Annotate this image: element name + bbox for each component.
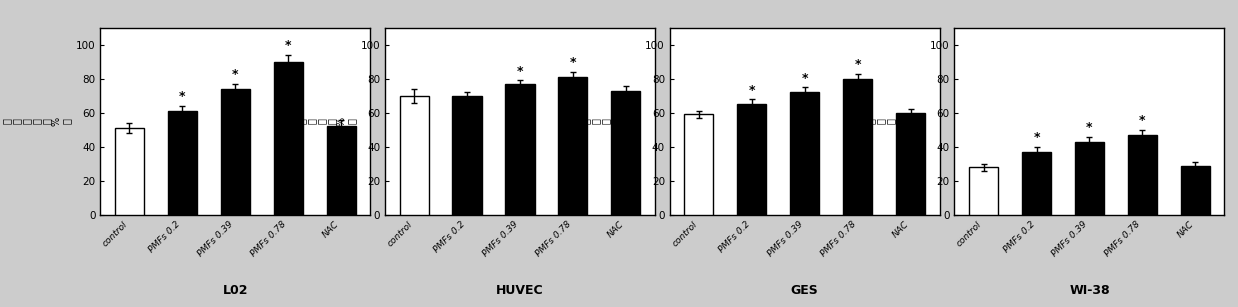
Text: *: * [516, 65, 524, 78]
Text: *: * [1034, 131, 1040, 144]
Text: *: * [232, 68, 239, 81]
Bar [220, 89, 250, 215]
Bar [558, 77, 588, 215]
Bar [505, 84, 535, 215]
Text: *: * [1086, 121, 1093, 134]
Text: *: * [749, 84, 755, 97]
Bar [1075, 142, 1104, 215]
Bar [790, 92, 820, 215]
Bar [843, 79, 873, 215]
Text: *: * [569, 56, 576, 69]
Text: *: * [801, 72, 808, 85]
X-axis label: HUVEC: HUVEC [496, 284, 543, 297]
Bar [1128, 135, 1158, 215]
Bar [453, 96, 482, 215]
Bar [400, 96, 428, 215]
Text: *: * [854, 58, 860, 71]
X-axis label: GES: GES [791, 284, 818, 297]
Text: *: * [1139, 114, 1145, 127]
Y-axis label: 细
胞
活
性
（
%
）: 细 胞 活 性 （ % ） [855, 117, 926, 126]
X-axis label: L02: L02 [223, 284, 248, 297]
Bar [1023, 152, 1051, 215]
Y-axis label: 细
胞
活
性
（
%
）: 细 胞 活 性 （ % ） [571, 117, 641, 126]
Bar [612, 91, 640, 215]
Y-axis label: 细
胞
活
性
（
%
）: 细 胞 活 性 （ % ） [286, 117, 357, 126]
Bar [685, 115, 713, 215]
Bar [168, 111, 197, 215]
X-axis label: WI-38: WI-38 [1070, 284, 1109, 297]
Bar [738, 104, 766, 215]
Bar [1181, 165, 1210, 215]
Bar [969, 167, 998, 215]
Bar [327, 126, 355, 215]
Bar [115, 128, 144, 215]
Text: *: * [180, 90, 186, 103]
Bar [274, 62, 302, 215]
Bar [896, 113, 925, 215]
Y-axis label: 细
胞
活
性
（
%
）: 细 胞 活 性 （ % ） [1, 117, 72, 126]
Text: *: * [285, 39, 291, 52]
